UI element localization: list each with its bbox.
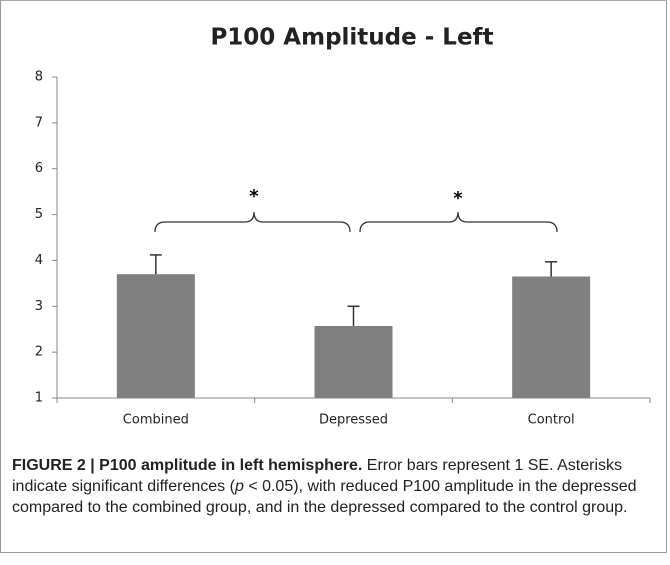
x-tick-label: Control <box>528 413 575 428</box>
y-tick-label: 4 <box>35 253 43 268</box>
caption-text: Error bars represent 1 SE. Asterisks ind… <box>12 457 622 495</box>
y-tick-label: 7 <box>35 115 43 130</box>
y-tick-label: 3 <box>35 299 43 314</box>
chart: P100 Amplitude - Left * * 1 2 3 4 5 6 7 8 Combin… <box>35 25 651 428</box>
y-tick-label: 5 <box>35 207 43 222</box>
significance-marker: * <box>249 186 259 207</box>
y-tick-label: 1 <box>35 391 43 406</box>
bracket <box>154 211 351 233</box>
x-tick-label: Combined <box>123 413 189 428</box>
caption-text: < 0.05), with reduced P100 amplitude in … <box>12 478 637 516</box>
caption-label: FIGURE 2 | P100 amplitude in left hemisp… <box>12 457 363 474</box>
y-tick-label: 2 <box>35 345 43 360</box>
bracket <box>359 211 558 233</box>
bar <box>512 276 591 398</box>
x-tick-label: Depressed <box>319 413 388 428</box>
bar <box>314 326 393 398</box>
figure-frame <box>0 0 667 553</box>
caption-italic: p <box>234 478 244 495</box>
y-tick-label: 6 <box>35 161 43 176</box>
chart-title: P100 Amplitude - Left <box>210 25 493 51</box>
significance-marker: * <box>453 188 463 209</box>
bar <box>116 274 195 398</box>
caption: FIGURE 2 | P100 amplitude in left hemisp… <box>12 455 657 518</box>
y-tick-label: 8 <box>35 70 43 85</box>
